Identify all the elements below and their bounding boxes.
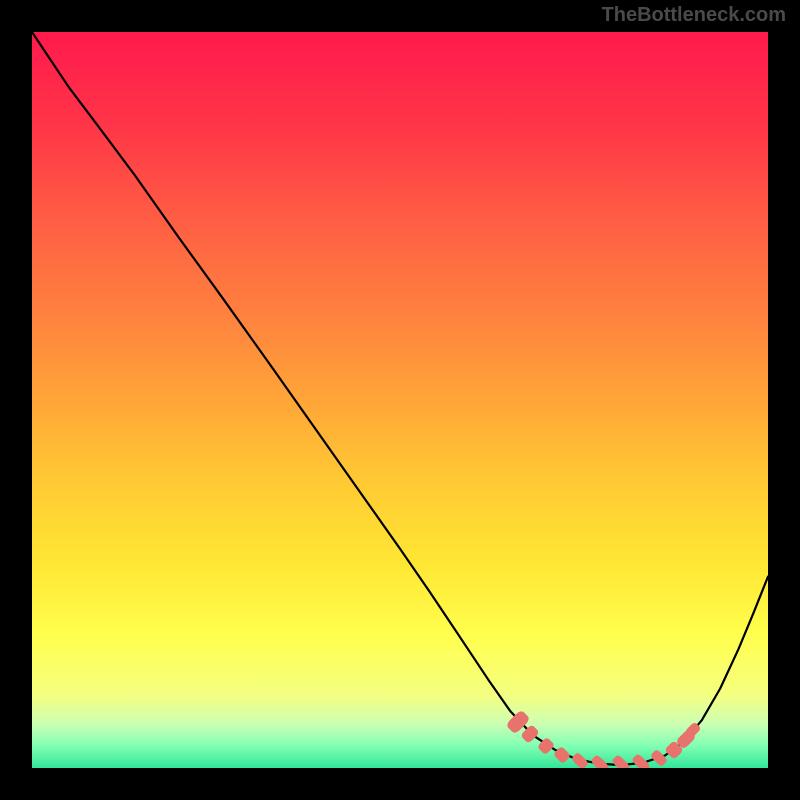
performance-curve: [32, 32, 768, 768]
chart-plot-area: [32, 32, 768, 768]
watermark-text: TheBottleneck.com: [602, 4, 786, 27]
